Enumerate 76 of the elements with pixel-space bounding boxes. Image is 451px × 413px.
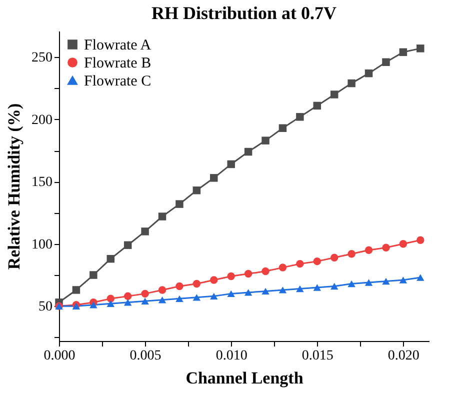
point [416, 274, 424, 281]
point [278, 124, 287, 132]
point [176, 282, 184, 290]
y-axis-title: Relative Humidity (%) [4, 103, 24, 270]
point [124, 299, 132, 306]
point [313, 102, 322, 110]
point [244, 148, 252, 156]
point [296, 285, 304, 292]
point [176, 295, 184, 302]
legend-label: Flowrate C [84, 74, 152, 90]
point [313, 257, 322, 266]
point [72, 286, 80, 294]
point [364, 246, 373, 254]
legend-label: Flowrate B [84, 56, 152, 72]
y-tick-label: 250 [32, 50, 52, 66]
point [348, 250, 356, 258]
point [141, 290, 149, 298]
y-tick-label: 50 [38, 300, 52, 315]
y-tick-label: 150 [32, 175, 52, 190]
x-tick-label: 0.020 [388, 348, 420, 364]
point [382, 278, 390, 285]
point [382, 244, 390, 252]
point [141, 298, 149, 305]
point [330, 254, 338, 262]
x-tick-label: 0.000 [44, 348, 76, 364]
point [210, 276, 218, 284]
point [90, 271, 98, 279]
point [399, 48, 408, 56]
point [176, 200, 184, 208]
point [210, 292, 218, 300]
point [262, 136, 270, 144]
point [364, 279, 373, 286]
point [158, 286, 166, 294]
point [210, 174, 218, 182]
point [262, 267, 270, 276]
point [330, 90, 338, 98]
y-tick-label: 100 [32, 237, 52, 252]
point [124, 292, 132, 300]
x-axis-title: Channel Length [186, 368, 304, 388]
point [124, 241, 132, 250]
point [399, 276, 408, 284]
point [330, 282, 338, 290]
point [158, 212, 166, 220]
x-tick-label: 0.005 [130, 348, 162, 364]
point [364, 69, 373, 78]
point [192, 294, 201, 301]
point [227, 290, 235, 298]
point [192, 186, 201, 194]
point [90, 302, 98, 308]
point [106, 294, 114, 303]
point [313, 284, 322, 291]
point [399, 240, 408, 248]
point [262, 288, 270, 295]
point [382, 58, 390, 66]
point [348, 79, 356, 88]
point [141, 228, 149, 236]
point [158, 296, 166, 304]
point [106, 300, 114, 308]
point [416, 236, 424, 244]
point [296, 260, 304, 268]
point [296, 113, 304, 121]
point [106, 254, 114, 263]
point [244, 270, 252, 278]
point [244, 289, 252, 296]
point [348, 280, 356, 288]
point [227, 160, 235, 168]
legend-label: Flowrate A [84, 38, 152, 54]
point [278, 286, 287, 294]
point [278, 264, 287, 272]
x-tick-label: 0.010 [216, 348, 248, 364]
point [227, 272, 235, 280]
point [192, 280, 201, 288]
chart-title: RH Distribution at 0.7V [151, 3, 337, 23]
point [416, 44, 424, 52]
y-tick-label: 200 [32, 112, 52, 128]
x-tick-label: 0.015 [302, 348, 334, 364]
